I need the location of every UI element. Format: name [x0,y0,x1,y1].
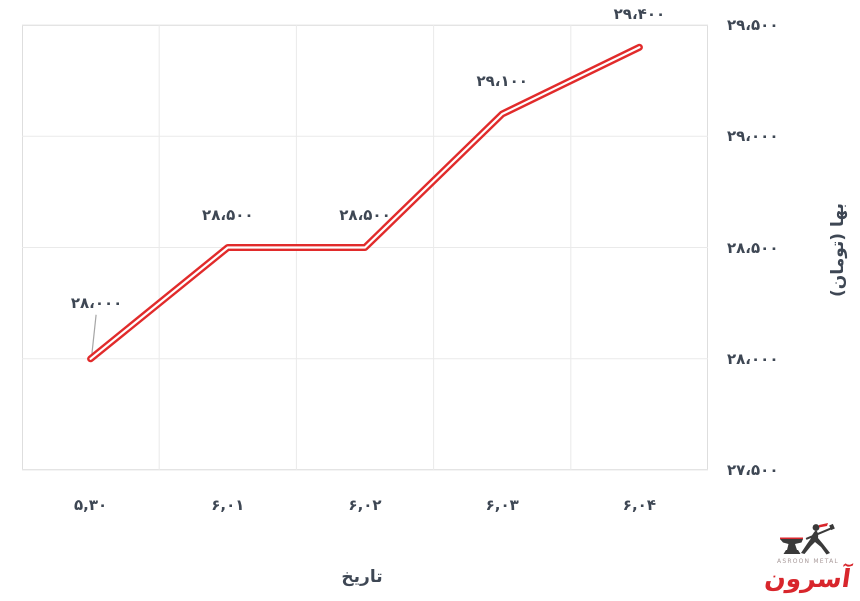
x-tick-label: ۶,۰۱ [211,496,245,514]
y-axis-title: بها (تومان) [828,203,848,297]
y-tick-label: ۲۷،۵۰۰ [727,461,779,479]
brand-watermark: ASROON METAL آسرون [758,522,858,593]
brand-name-persian: آسرون [763,564,853,593]
x-tick-label: ۵,۳۰ [74,496,108,514]
x-tick-label: ۶,۰۳ [485,496,519,514]
x-tick-label: ۶,۰۴ [622,496,656,514]
y-tick-label: ۲۸،۵۰۰ [727,238,779,257]
data-label: ۲۸،۵۰۰ [339,205,391,224]
y-tick-label: ۲۹،۰۰۰ [727,127,779,146]
y-tick-label: ۲۹،۵۰۰ [727,16,779,34]
x-tick-label: ۶,۰۲ [348,496,382,514]
brand-name-latin: ASROON METAL [777,558,839,565]
x-axis-title: تاریخ [341,567,383,587]
data-label: ۲۹،۴۰۰ [613,5,666,24]
data-label: ۲۸،۰۰۰ [70,293,123,312]
blacksmith-anvil-icon [780,523,835,555]
data-label: ۲۹،۱۰۰ [476,72,528,90]
price-line-core [89,46,641,360]
data-label: ۲۸،۵۰۰ [202,205,254,224]
price-line[interactable] [87,43,643,363]
y-tick-label: ۲۸،۰۰۰ [727,349,779,368]
label-leader-line [91,314,97,357]
